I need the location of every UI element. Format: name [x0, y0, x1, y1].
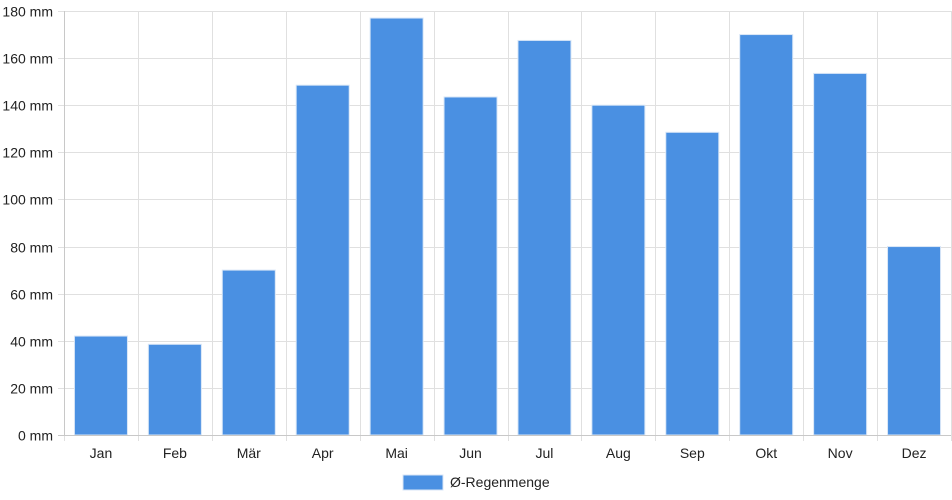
x-tick-label: Feb — [163, 445, 187, 461]
bar-jan[interactable] — [73, 335, 128, 436]
bar-mai[interactable] — [369, 17, 424, 436]
bar-nov[interactable] — [813, 72, 868, 436]
y-tick-label: 160 mm — [2, 51, 53, 67]
x-tick-label: Jun — [459, 445, 482, 461]
x-tick-label: Apr — [312, 445, 334, 461]
y-tick-label: 20 mm — [10, 381, 53, 397]
y-tick-label: 80 mm — [10, 240, 53, 256]
y-tick-label: 140 mm — [2, 98, 53, 114]
x-tick-label: Mär — [237, 445, 261, 461]
bar-aug[interactable] — [591, 104, 646, 436]
y-tick-labels: 0 mm 20 mm 40 mm 60 mm 80 mm 100 mm 120 mm 140 … — [2, 4, 53, 444]
legend-swatch[interactable] — [402, 474, 444, 491]
x-tick-label: Nov — [828, 445, 853, 461]
bar-okt[interactable] — [739, 34, 794, 436]
bar-sep[interactable] — [665, 131, 720, 436]
x-tick-label: Aug — [606, 445, 631, 461]
y-tick-label: 60 mm — [10, 287, 53, 303]
legend-label[interactable]: Ø-Regenmenge — [450, 474, 550, 490]
x-tick-labels: Jan Feb Mär Apr Mai Jun Jul Aug Sep Okt Nov Dez — [90, 445, 927, 461]
bar-jul[interactable] — [517, 39, 572, 436]
legend[interactable]: Ø-Regenmenge — [402, 474, 550, 491]
x-tick-label: Jan — [90, 445, 113, 461]
y-tick-label: 40 mm — [10, 334, 53, 350]
axes — [58, 11, 951, 436]
bar-jun[interactable] — [443, 96, 498, 436]
bar-feb[interactable] — [147, 343, 202, 436]
x-tick-label: Okt — [755, 445, 777, 461]
x-tick-label: Jul — [536, 445, 554, 461]
bar-apr[interactable] — [295, 84, 350, 436]
y-tick-label: 100 mm — [2, 192, 53, 208]
x-tick-label: Mai — [385, 445, 408, 461]
y-tick-label: 120 mm — [2, 145, 53, 161]
y-tick-label: 180 mm — [2, 4, 53, 20]
bar-dez[interactable] — [887, 246, 942, 436]
x-tick-label: Dez — [902, 445, 927, 461]
x-tick-label: Sep — [680, 445, 705, 461]
y-tick-label: 0 mm — [18, 428, 53, 444]
bar-mär[interactable] — [221, 269, 276, 436]
bars — [73, 17, 942, 436]
